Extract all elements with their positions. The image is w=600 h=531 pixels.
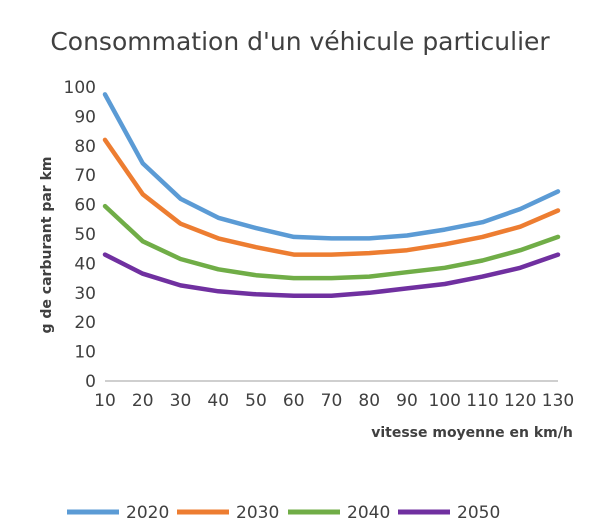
legend-label: 2050 (457, 503, 500, 523)
series-line-2020 (102, 92, 561, 241)
legend-item-2050: 2050 (398, 503, 500, 523)
x-tick-label: 60 (283, 391, 305, 411)
x-tick-label: 70 (321, 391, 343, 411)
x-tick-label: 120 (504, 391, 536, 411)
x-tick-label: 50 (245, 391, 267, 411)
y-axis-label: g de carburant par km (39, 157, 55, 334)
legend-item-2040: 2040 (288, 503, 390, 523)
legend: 2020 2030 2040 2050 (67, 503, 500, 523)
x-axis-ticks: 10 20 30 40 50 60 70 80 90 100 110 120 130 (94, 391, 574, 411)
y-tick-label: 50 (74, 225, 96, 245)
legend-item-2030: 2030 (177, 503, 279, 523)
y-tick-label: 60 (74, 196, 96, 216)
series-line-2050 (102, 252, 561, 298)
y-tick-label: 30 (74, 284, 96, 304)
y-tick-label: 90 (74, 107, 96, 127)
legend-label: 2040 (347, 503, 390, 523)
legend-item-2020: 2020 (67, 503, 169, 523)
legend-label: 2020 (126, 503, 169, 523)
y-tick-label: 80 (74, 137, 96, 157)
y-tick-label: 100 (64, 78, 96, 98)
x-tick-label: 80 (358, 391, 380, 411)
x-tick-label: 30 (170, 391, 192, 411)
legend-label: 2030 (236, 503, 279, 523)
x-tick-label: 20 (132, 391, 154, 411)
x-tick-label: 10 (94, 391, 116, 411)
y-tick-label: 40 (74, 254, 96, 274)
x-tick-label: 110 (466, 391, 498, 411)
x-tick-label: 100 (429, 391, 461, 411)
x-tick-label: 90 (396, 391, 418, 411)
chart-title: Consommation d'un véhicule particulier (50, 27, 550, 56)
series-line-2040 (102, 203, 561, 281)
y-axis-ticks: 0 10 20 30 40 50 60 70 80 90 100 (64, 78, 96, 392)
y-tick-label: 10 (74, 343, 96, 363)
x-tick-label: 40 (207, 391, 229, 411)
y-tick-label: 0 (85, 372, 96, 392)
x-tick-label: 130 (542, 391, 574, 411)
y-tick-label: 70 (74, 166, 96, 186)
x-axis-label: vitesse moyenne en km/h (371, 425, 573, 441)
series-lines (102, 92, 561, 298)
series-line-2030 (102, 137, 561, 257)
y-tick-label: 20 (74, 313, 96, 333)
